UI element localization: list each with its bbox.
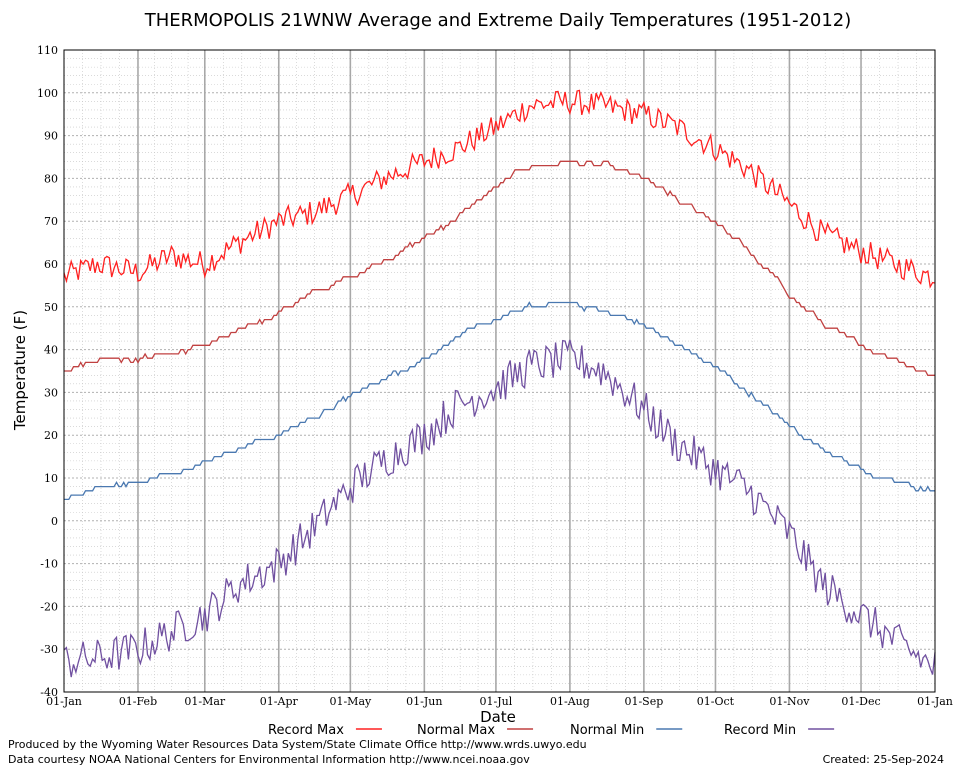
x-tick-label: 01-Mar [184,695,226,708]
x-axis-label: Date [480,708,516,726]
y-tick-label: 100 [37,87,58,100]
x-tick-label: 01-Nov [769,695,810,708]
x-tick-label: 01-Aug [550,695,590,708]
y-tick-label: 70 [44,215,58,228]
series-line [63,339,936,678]
footer-data-courtesy: Data courtesy NOAA National Centers for … [8,753,530,766]
footer-produced-by: Produced by the Wyoming Water Resources … [8,738,587,751]
series-lines [63,89,936,678]
y-tick-label: 90 [44,130,58,143]
legend-label: Normal Min [570,723,644,738]
x-tick-label: 01-May [329,695,372,708]
y-tick-label: 80 [44,172,58,185]
series-line [63,89,936,289]
y-tick-label: 30 [44,386,58,399]
y-tick-label: 20 [44,429,58,442]
y-axis-label: Temperature (F) [11,310,29,431]
y-tick-label: -40 [40,686,58,699]
y-tick-label: 50 [44,301,58,314]
y-tick-label: -20 [40,600,58,613]
legend-label: Normal Max [417,723,495,738]
plot-frame [63,49,936,693]
chart-title: THERMOPOLIS 21WNW Average and Extreme Da… [144,10,852,31]
x-tick-label: 01-Dec [841,695,880,708]
x-axis-ticks: 01-Jan 01-Feb 01-Mar 01-Apr 01-May 01-Jun 01-J… [46,695,953,708]
series-line [64,301,935,501]
x-tick-label: 01-Apr [260,695,299,708]
y-tick-label: 0 [51,515,58,528]
footer-created: Created: 25-Sep-2024 [822,753,944,766]
x-tick-label: 01-Sep [624,695,663,708]
y-tick-label: -10 [40,558,58,571]
series-line [64,160,935,376]
plot-area [64,50,935,692]
y-tick-label: -30 [40,643,58,656]
x-tick-label: 01-Jun [406,695,442,708]
y-tick-label: 60 [44,258,58,271]
y-tick-label: 10 [44,472,58,485]
legend-label: Record Max [268,723,344,738]
major-grid [64,50,935,692]
x-tick-label: 01-Feb [119,695,157,708]
x-tick-label: 01-Jul [480,695,513,708]
x-tick-label: 01-Jan [46,695,82,708]
x-tick-label: 01-Jan [917,695,953,708]
legend: Record Max Normal Max Normal Min Record Min [268,723,835,738]
y-tick-label: 110 [37,44,58,57]
x-tick-label: 01-Oct [697,695,735,708]
legend-label: Record Min [724,723,796,738]
y-tick-label: 40 [44,344,58,357]
